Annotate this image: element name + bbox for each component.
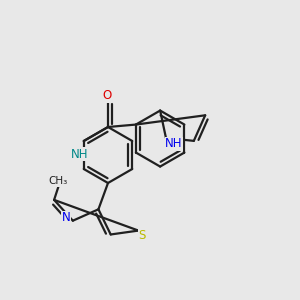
Text: O: O xyxy=(102,89,112,102)
Text: CH₃: CH₃ xyxy=(49,176,68,186)
Text: NH: NH xyxy=(71,148,88,160)
Text: S: S xyxy=(139,229,146,242)
Text: NH: NH xyxy=(165,137,183,150)
Text: N: N xyxy=(61,211,70,224)
